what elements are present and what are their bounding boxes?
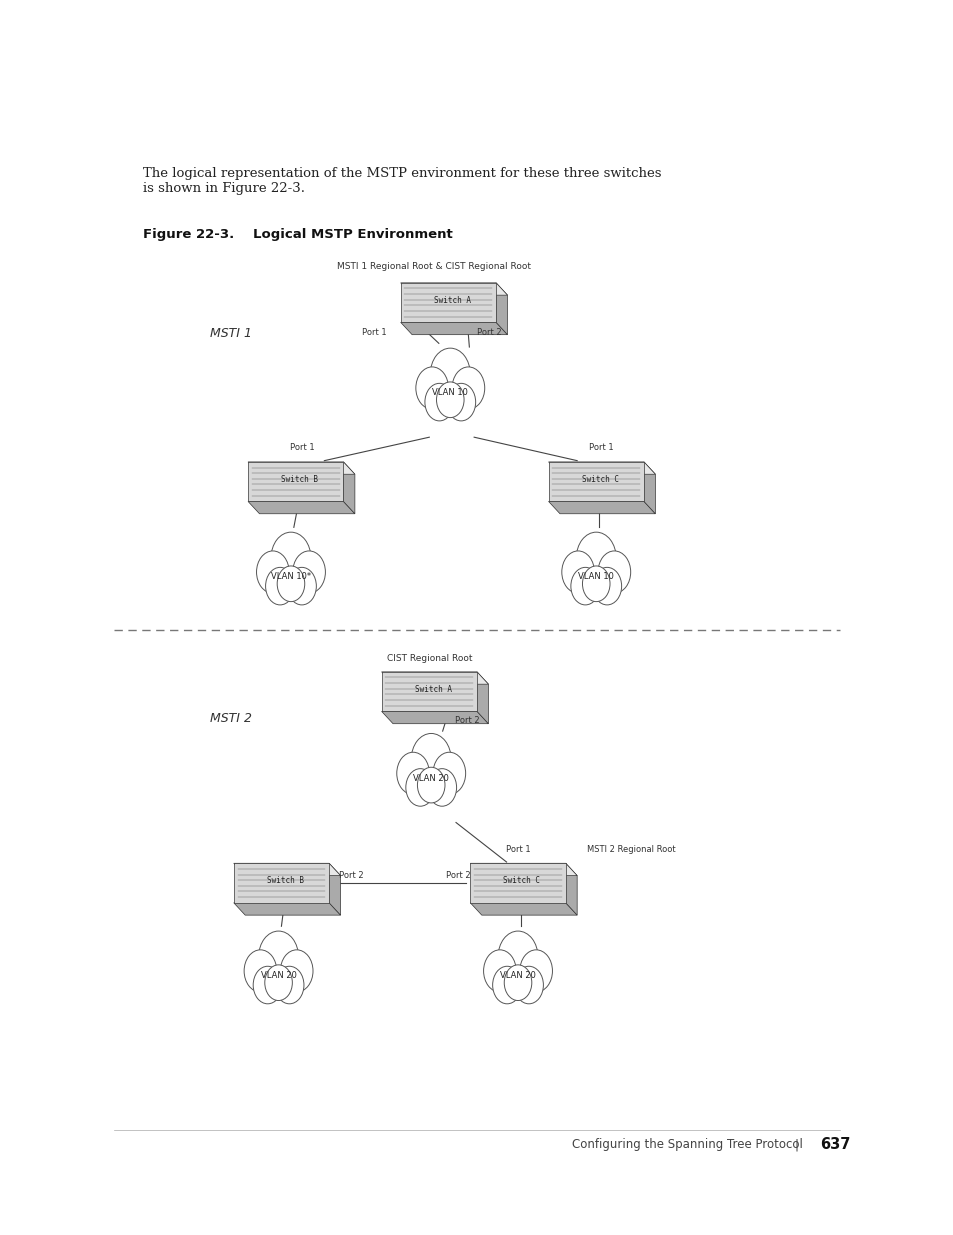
- Polygon shape: [400, 283, 507, 295]
- Circle shape: [497, 931, 537, 983]
- Polygon shape: [343, 462, 355, 514]
- Circle shape: [271, 532, 311, 584]
- Text: 637: 637: [820, 1137, 850, 1152]
- Polygon shape: [565, 863, 577, 915]
- Text: Port 2: Port 2: [455, 715, 479, 725]
- Polygon shape: [248, 462, 355, 474]
- Polygon shape: [329, 863, 340, 915]
- Circle shape: [452, 367, 484, 409]
- Text: MSTI 2 Regional Root: MSTI 2 Regional Root: [586, 845, 675, 855]
- Circle shape: [265, 965, 292, 1000]
- Circle shape: [265, 567, 294, 605]
- Polygon shape: [548, 501, 655, 514]
- Circle shape: [416, 367, 448, 409]
- Circle shape: [519, 950, 552, 992]
- Circle shape: [446, 383, 476, 421]
- Polygon shape: [400, 322, 507, 335]
- Text: VLAN 10*: VLAN 10*: [271, 572, 311, 582]
- Text: Figure 22-3.: Figure 22-3.: [143, 228, 234, 242]
- Text: Port 1: Port 1: [290, 442, 314, 452]
- Polygon shape: [248, 501, 355, 514]
- Text: Port 1: Port 1: [361, 327, 386, 337]
- Polygon shape: [470, 863, 565, 903]
- Circle shape: [598, 551, 630, 593]
- Text: Port 2: Port 2: [338, 871, 363, 881]
- Circle shape: [433, 752, 465, 794]
- Circle shape: [256, 551, 289, 593]
- Text: Switch C: Switch C: [581, 474, 618, 484]
- Text: MSTI 1: MSTI 1: [210, 327, 252, 340]
- Text: Configuring the Spanning Tree Protocol: Configuring the Spanning Tree Protocol: [572, 1139, 802, 1151]
- Text: VLAN 10: VLAN 10: [578, 572, 614, 582]
- Text: MSTI 1 Regional Root & CIST Regional Root: MSTI 1 Regional Root & CIST Regional Roo…: [336, 262, 531, 272]
- Circle shape: [417, 767, 444, 803]
- Text: Port 1: Port 1: [588, 442, 613, 452]
- Circle shape: [483, 950, 516, 992]
- Text: Switch A: Switch A: [415, 684, 451, 694]
- Circle shape: [592, 567, 621, 605]
- Text: Port 2: Port 2: [445, 871, 470, 881]
- Circle shape: [287, 567, 316, 605]
- Polygon shape: [548, 462, 655, 474]
- Polygon shape: [548, 462, 643, 501]
- Circle shape: [504, 965, 531, 1000]
- Text: CIST Regional Root: CIST Regional Root: [386, 653, 472, 663]
- Polygon shape: [400, 283, 496, 322]
- Circle shape: [258, 931, 298, 983]
- Circle shape: [424, 383, 454, 421]
- Text: Switch A: Switch A: [434, 295, 470, 305]
- Circle shape: [277, 566, 304, 601]
- Circle shape: [293, 551, 325, 593]
- Text: Logical MSTP Environment: Logical MSTP Environment: [253, 228, 452, 242]
- Polygon shape: [496, 283, 507, 335]
- Polygon shape: [233, 863, 340, 876]
- Circle shape: [280, 950, 313, 992]
- Polygon shape: [470, 863, 577, 876]
- Text: VLAN 10: VLAN 10: [432, 388, 468, 398]
- Polygon shape: [476, 672, 488, 724]
- Circle shape: [274, 966, 304, 1004]
- Circle shape: [244, 950, 276, 992]
- Text: Switch B: Switch B: [267, 876, 303, 885]
- Circle shape: [411, 734, 451, 785]
- Text: |: |: [794, 1139, 798, 1151]
- Circle shape: [405, 768, 435, 806]
- Circle shape: [427, 768, 456, 806]
- Circle shape: [396, 752, 429, 794]
- Polygon shape: [643, 462, 655, 514]
- Text: MSTI 2: MSTI 2: [210, 713, 252, 725]
- Text: Switch B: Switch B: [281, 474, 317, 484]
- Circle shape: [570, 567, 599, 605]
- Circle shape: [582, 566, 609, 601]
- Text: VLAN 20: VLAN 20: [413, 773, 449, 783]
- Circle shape: [430, 348, 470, 400]
- Polygon shape: [233, 903, 340, 915]
- Polygon shape: [470, 903, 577, 915]
- Text: Port 2: Port 2: [476, 327, 501, 337]
- Circle shape: [561, 551, 594, 593]
- Text: Port 1: Port 1: [505, 845, 530, 855]
- Polygon shape: [233, 863, 329, 903]
- Text: VLAN 20: VLAN 20: [260, 971, 296, 981]
- Polygon shape: [248, 462, 343, 501]
- Polygon shape: [381, 711, 488, 724]
- Circle shape: [253, 966, 282, 1004]
- Circle shape: [436, 382, 463, 417]
- Polygon shape: [381, 672, 488, 684]
- Circle shape: [492, 966, 521, 1004]
- Polygon shape: [381, 672, 476, 711]
- Text: VLAN 20: VLAN 20: [499, 971, 536, 981]
- Circle shape: [576, 532, 616, 584]
- Text: The logical representation of the MSTP environment for these three switches
is s: The logical representation of the MSTP e…: [143, 167, 661, 195]
- Text: Switch C: Switch C: [503, 876, 539, 885]
- Circle shape: [514, 966, 543, 1004]
